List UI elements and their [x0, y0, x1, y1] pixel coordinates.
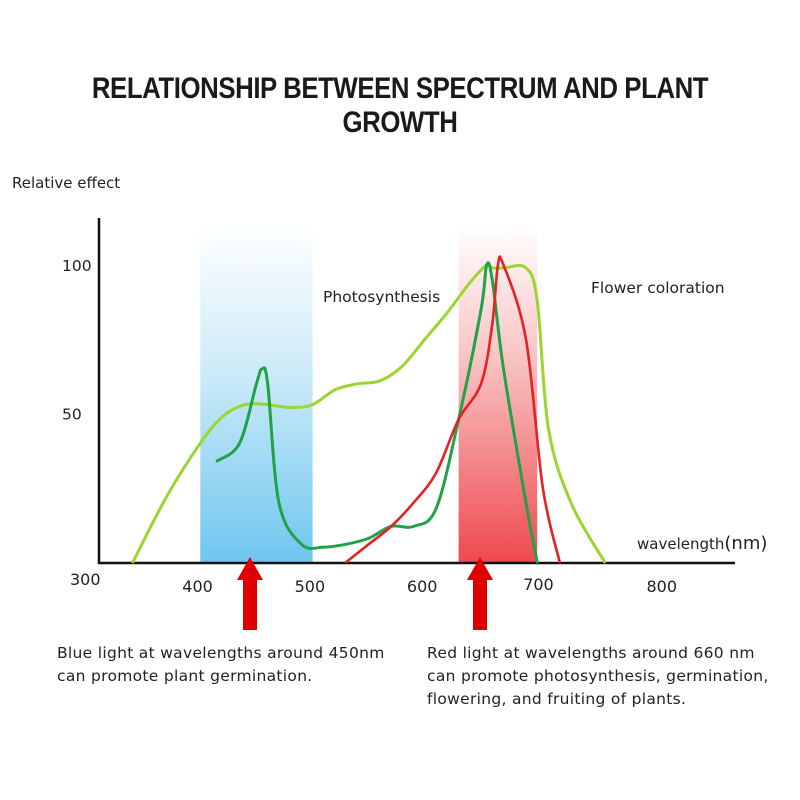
red-light-note: Red light at wavelengths around 660 nm c… [427, 644, 769, 708]
x-tick-label: 700 [523, 575, 554, 594]
x-tick-label: 600 [407, 577, 438, 596]
red-light-arrow [467, 557, 493, 630]
x-tick-label: 300 [70, 570, 101, 589]
y-axis-label: Relative effect [12, 174, 121, 192]
photosynthesis-curve [131, 262, 607, 564]
x-tick-label: 800 [647, 577, 678, 596]
blue-light-note: Blue light at wavelengths around 450nm c… [57, 644, 385, 685]
x-axis-unit: (nm) [724, 533, 768, 554]
x-tick-label: 500 [295, 577, 326, 596]
blue-light-arrow [237, 557, 263, 630]
red-curve [344, 255, 561, 564]
x-tick-label: 400 [182, 577, 213, 596]
blue-light-band [200, 225, 313, 562]
y-tick-label: 100 [62, 257, 92, 275]
x-axis-label: wavelength(nm) [637, 533, 767, 554]
x-axis-label-text: wavelength [637, 535, 725, 553]
photosynthesis-label: Photosynthesis [323, 288, 440, 306]
y-tick-label: 50 [62, 406, 82, 424]
chart-title: RELATIONSHIP BETWEEN SPECTRUM AND PLANT … [91, 72, 709, 139]
flower-coloration-label: Flower coloration [591, 279, 725, 297]
